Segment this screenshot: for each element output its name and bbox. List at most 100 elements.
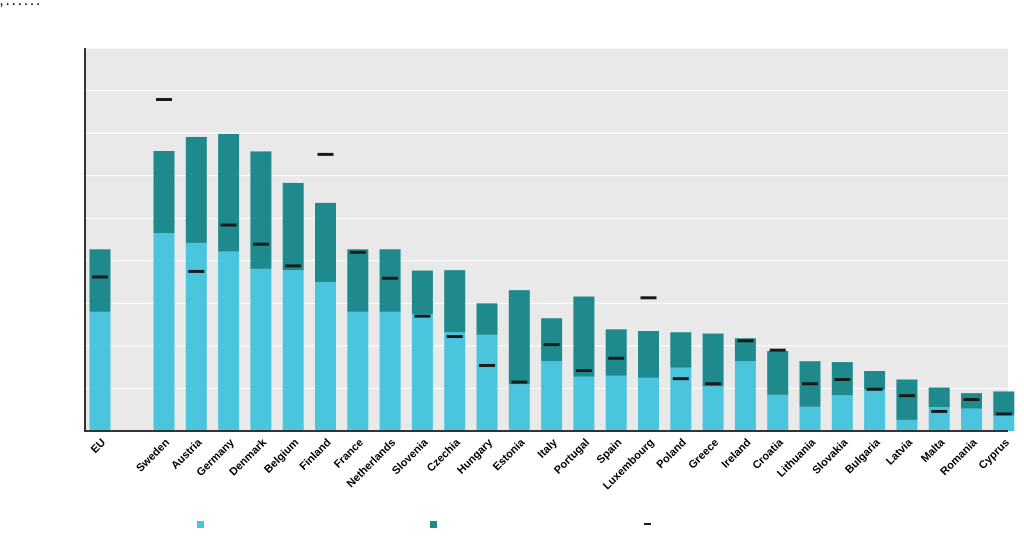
x-tick-label: Sweden xyxy=(134,436,172,474)
bar-segment-base xyxy=(961,408,982,431)
bar-segment-base xyxy=(702,386,724,431)
bar-segment-base xyxy=(282,270,304,431)
x-tick-label: Malta xyxy=(919,436,948,465)
bar-segment-top xyxy=(702,333,724,387)
bar-segment-base xyxy=(734,361,756,431)
marker-dash xyxy=(995,412,1012,416)
marker-dash xyxy=(446,335,463,339)
marker-dash xyxy=(898,394,915,398)
bar-segment-top xyxy=(411,270,433,314)
marker-dash xyxy=(834,378,851,382)
bar-segment-base xyxy=(767,394,789,431)
bar-segment-base xyxy=(315,282,336,431)
bar-segment-base xyxy=(411,313,433,431)
bar-segment-top xyxy=(896,379,918,420)
legend-swatch-marker xyxy=(644,523,651,525)
x-tick-label: EU xyxy=(89,437,108,456)
bar-segment-base xyxy=(476,334,498,431)
bar-segment-top xyxy=(476,303,498,335)
x-tick-label: Greece xyxy=(686,437,721,472)
x-tick-label: Spain xyxy=(595,436,625,466)
bar-segment-base xyxy=(508,384,530,431)
bar-segment-base xyxy=(153,233,175,431)
marker-dash xyxy=(285,264,302,268)
marker-dash xyxy=(672,377,689,381)
x-tick-label: Portugal xyxy=(552,437,592,477)
marker-dash xyxy=(769,348,786,352)
marker-dash xyxy=(963,398,980,402)
bar-segment-top xyxy=(993,391,1015,416)
bar-segment-base xyxy=(379,311,401,431)
marker-dash xyxy=(802,382,818,386)
marker-dash xyxy=(705,382,722,386)
bar-segment-top xyxy=(864,370,886,390)
bar-segment-base xyxy=(573,376,595,431)
x-tick-label: Slovenia xyxy=(390,436,431,477)
marker-dash xyxy=(252,242,269,246)
x-tick-label: Hungary xyxy=(455,436,496,477)
marker-dash xyxy=(92,275,108,279)
x-tick-label: Cyprus xyxy=(977,437,1012,472)
marker-dash xyxy=(640,296,657,300)
bar-segment-base xyxy=(896,419,918,431)
bar-segment-top xyxy=(928,387,950,408)
x-tick-label: Italy xyxy=(536,436,561,461)
x-tick-label: Latvia xyxy=(884,436,916,468)
bar-segment-base xyxy=(347,311,369,431)
bar-segment-top xyxy=(541,318,563,362)
bar-segment-base xyxy=(928,407,950,431)
marker-dash xyxy=(317,152,334,156)
marker-dash xyxy=(511,380,528,384)
marker-dash xyxy=(575,369,592,373)
bar-segment-top xyxy=(638,330,659,378)
legend-swatch-base xyxy=(197,521,204,528)
bar-segment-top xyxy=(153,150,175,234)
marker-dash xyxy=(479,363,495,367)
marker-dash xyxy=(608,356,625,360)
x-tick-label: Estonia xyxy=(491,436,528,473)
marker-dash xyxy=(156,97,172,101)
bar-segment-base xyxy=(541,361,563,431)
bar-segment-base xyxy=(218,251,240,431)
bar-segment-base xyxy=(250,268,272,431)
bar-segment-top xyxy=(767,350,789,395)
bar-segment-top xyxy=(89,249,111,312)
legend-swatch-top xyxy=(430,521,437,528)
marker-dash xyxy=(349,250,366,254)
bar-segment-base xyxy=(89,311,111,431)
bar-segment-top xyxy=(670,332,692,368)
bar-segment-top xyxy=(508,290,530,385)
bar-segment-top xyxy=(250,151,272,269)
marker-dash xyxy=(382,276,399,280)
bar-segment-base xyxy=(605,375,627,431)
marker-dash xyxy=(188,269,205,273)
bar-segment-top xyxy=(185,136,207,243)
marker-dash xyxy=(220,223,237,227)
bar-segment-top xyxy=(379,249,401,312)
bar-segment-base xyxy=(993,415,1015,431)
bar-segment-top xyxy=(347,249,369,312)
bar-segment-base xyxy=(670,367,692,431)
bar-segment-top xyxy=(444,270,466,333)
bar-segment-base xyxy=(799,406,821,431)
bar-segment-base xyxy=(831,395,853,431)
x-tick-label: Finland xyxy=(297,437,333,473)
x-tick-label: Bulgaria xyxy=(843,436,883,476)
marker-dash xyxy=(414,314,431,318)
marker-dash xyxy=(931,409,948,413)
bar-segment-top xyxy=(315,202,336,283)
bar-segment-top xyxy=(573,296,595,377)
bar-segment-top xyxy=(218,133,240,252)
bar-segment-base xyxy=(185,242,207,431)
x-tick-label: Poland xyxy=(655,437,689,471)
bar-segment-base xyxy=(864,389,886,431)
x-tick-label: Belgium xyxy=(262,436,301,475)
marker-dash xyxy=(737,339,754,343)
x-tick-label: Romania xyxy=(938,436,980,478)
header-text-fragment: , . . . . . . xyxy=(0,0,40,8)
marker-dash xyxy=(543,343,560,347)
bar-segment-base xyxy=(444,332,466,431)
x-tick-label: Ireland xyxy=(720,437,754,471)
